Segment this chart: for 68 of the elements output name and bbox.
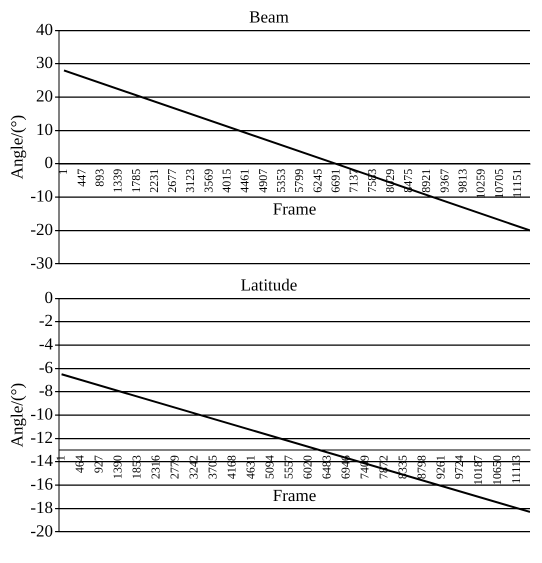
y-tick-label: -10 xyxy=(30,404,54,424)
y-tick-label: -2 xyxy=(38,311,54,330)
x-tick-label: 7137 xyxy=(346,168,361,193)
y-tick-label: -14 xyxy=(30,451,54,470)
x-axis-title: Frame xyxy=(272,199,316,218)
x-tick-label: 1785 xyxy=(128,168,143,193)
y-tick-label: 0 xyxy=(44,288,54,307)
x-tick-label: 10650 xyxy=(490,455,504,486)
x-tick-label: 9367 xyxy=(437,168,452,193)
x-tick-label: 2316 xyxy=(148,455,163,480)
x-axis-title: Frame xyxy=(272,486,316,505)
y-tick-label: -16 xyxy=(30,474,54,494)
x-tick-label: 2231 xyxy=(146,168,161,193)
y-tick-label: 10 xyxy=(36,120,54,139)
x-tick-label: 8798 xyxy=(414,455,428,480)
y-tick-label: -4 xyxy=(38,334,54,354)
x-tick-label: 11151 xyxy=(510,168,524,198)
x-tick-label: 5799 xyxy=(292,168,306,193)
x-tick-label: 2677 xyxy=(165,168,180,193)
x-tick-label: 6483 xyxy=(319,455,334,480)
x-tick-label: 9724 xyxy=(452,455,466,480)
x-tick-label: 5353 xyxy=(274,168,288,193)
x-tick-label: 5557 xyxy=(281,455,296,480)
x-tick-label: 1853 xyxy=(130,455,144,480)
x-tick-label: 1 xyxy=(56,168,70,175)
x-tick-label: 6245 xyxy=(310,168,324,193)
y-tick-label: 0 xyxy=(44,153,54,172)
x-tick-label: 3705 xyxy=(206,455,220,480)
chart-title: Beam xyxy=(249,8,289,27)
x-tick-label: 11113 xyxy=(509,455,524,484)
x-tick-label: 893 xyxy=(92,168,106,187)
x-tick-label: 10705 xyxy=(492,168,506,199)
y-tick-label: 40 xyxy=(36,20,54,39)
x-tick-label: 4907 xyxy=(256,168,270,193)
x-tick-label: 447 xyxy=(74,168,88,187)
y-tick-label: -18 xyxy=(30,498,54,517)
x-tick-label: 10259 xyxy=(474,168,488,199)
x-tick-label: 4631 xyxy=(243,455,258,480)
x-tick-label: 3242 xyxy=(186,455,201,480)
y-tick-label: -20 xyxy=(30,521,54,540)
y-tick-label: -30 xyxy=(30,253,54,272)
chart-title: Latitude xyxy=(240,276,298,295)
x-tick-label: 4015 xyxy=(220,168,234,193)
x-tick-label: 464 xyxy=(72,455,87,474)
x-tick-label: 3123 xyxy=(183,168,198,193)
y-tick-label: 30 xyxy=(36,53,54,72)
y-tick-label: -10 xyxy=(30,186,54,206)
y-axis-title: Angle/(°) xyxy=(8,114,27,180)
x-tick-label: 9261 xyxy=(433,455,448,480)
y-tick-label: -6 xyxy=(38,358,54,377)
x-tick-label: 6020 xyxy=(300,455,314,480)
x-tick-label: 10187 xyxy=(471,455,486,486)
x-tick-label: 8921 xyxy=(419,168,434,193)
y-tick-label: -12 xyxy=(30,428,54,447)
x-tick-label: 3569 xyxy=(201,168,216,193)
x-tick-label: 1390 xyxy=(110,455,125,480)
x-tick-label: 4168 xyxy=(224,455,239,480)
y-axis-title: Angle/(°) xyxy=(8,382,27,448)
x-tick-label: 2779 xyxy=(168,455,182,480)
x-tick-label: 927 xyxy=(92,455,106,474)
y-tick-label: -20 xyxy=(30,220,54,239)
x-tick-label: 9813 xyxy=(456,168,470,193)
y-tick-label: -8 xyxy=(38,381,54,400)
x-tick-label: 4461 xyxy=(238,168,252,193)
x-tick-label: 6691 xyxy=(328,168,342,193)
x-tick-label: 5094 xyxy=(262,455,276,480)
y-tick-label: 20 xyxy=(36,86,54,106)
x-tick-label: 1339 xyxy=(110,168,125,193)
